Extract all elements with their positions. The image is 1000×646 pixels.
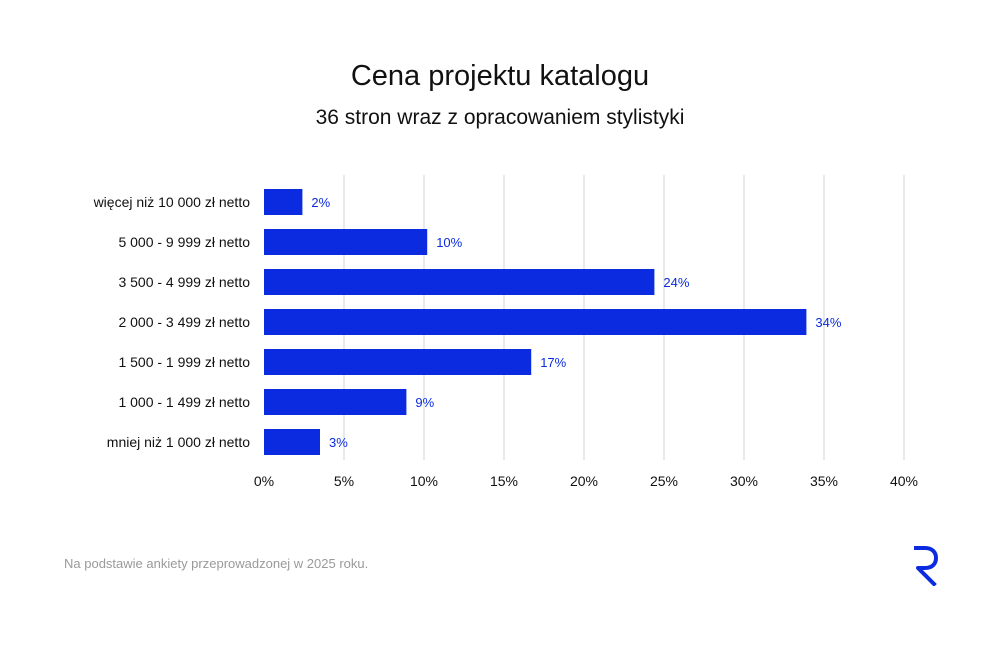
footnote: Na podstawie ankiety przeprowadzonej w 2… <box>64 556 369 571</box>
x-axis-tick-labels: 0% 5% 10% 15% 20% 25% 30% 35% 40% <box>254 473 918 489</box>
category-label: 3 500 - 4 999 zł netto <box>118 274 250 290</box>
x-tick-label: 40% <box>890 473 918 489</box>
data-label: 34% <box>815 315 841 330</box>
bars <box>264 189 807 455</box>
x-tick-label: 0% <box>254 473 274 489</box>
data-label: 2% <box>311 195 330 210</box>
data-labels: 2% 10% 24% 34% 17% 9% 3% <box>311 195 841 450</box>
bar <box>264 189 303 215</box>
category-label: 2 000 - 3 499 zł netto <box>118 314 250 330</box>
data-label: 10% <box>436 235 462 250</box>
bar <box>264 229 428 255</box>
x-tick-label: 30% <box>730 473 758 489</box>
x-tick-label: 5% <box>334 473 354 489</box>
category-label: 1 000 - 1 499 zł netto <box>118 394 250 410</box>
bar <box>264 429 320 455</box>
chart-title: Cena projektu katalogu <box>350 60 650 92</box>
bar <box>264 349 532 375</box>
data-label: 17% <box>540 355 566 370</box>
x-tick-label: 20% <box>570 473 598 489</box>
x-tick-label: 15% <box>490 473 518 489</box>
category-label: więcej niż 10 000 zł netto <box>93 194 251 210</box>
data-label: 24% <box>663 275 689 290</box>
bar <box>264 389 407 415</box>
data-label: 9% <box>415 395 434 410</box>
bar <box>264 309 807 335</box>
x-tick-label: 25% <box>650 473 678 489</box>
x-tick-label: 10% <box>410 473 438 489</box>
category-label: 5 000 - 9 999 zł netto <box>118 234 250 250</box>
category-label: mniej niż 1 000 zł netto <box>107 434 250 450</box>
brand-r-logo-icon <box>914 546 938 586</box>
data-label: 3% <box>329 435 348 450</box>
chart-subtitle: 36 stron wraz z opracowaniem stylistyki <box>315 106 685 129</box>
bar-chart: więcej niż 10 000 zł netto 5 000 - 9 999 … <box>93 175 918 489</box>
bar <box>264 269 655 295</box>
category-labels: więcej niż 10 000 zł netto 5 000 - 9 999 … <box>93 194 251 450</box>
category-label: 1 500 - 1 999 zł netto <box>118 354 250 370</box>
x-tick-label: 35% <box>810 473 838 489</box>
